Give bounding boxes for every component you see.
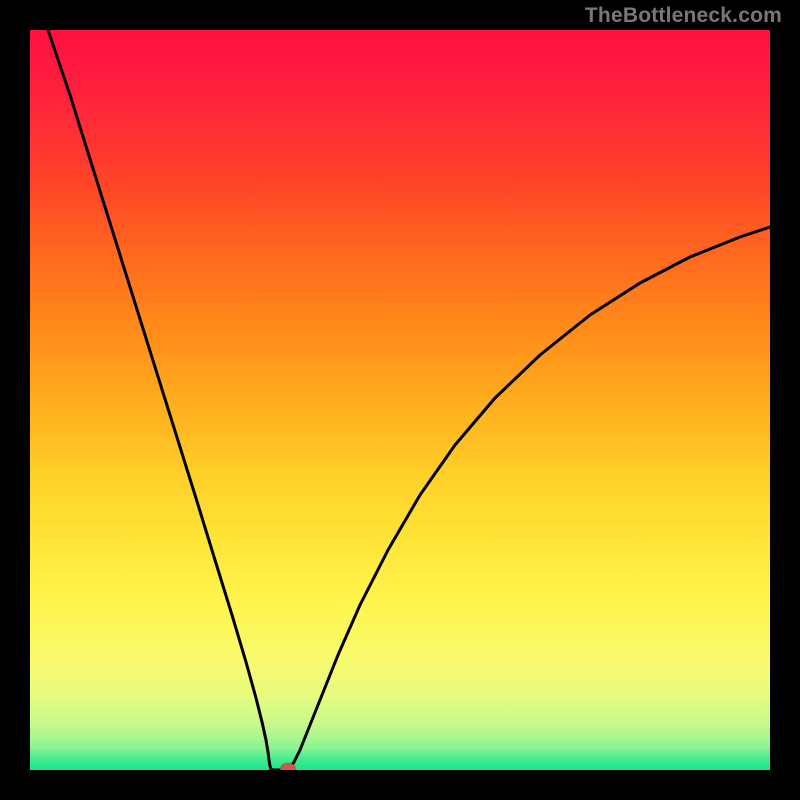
chart-frame: TheBottleneck.com	[0, 0, 800, 800]
optimal-point-marker	[281, 763, 296, 775]
plot-background	[30, 30, 770, 770]
bottleneck-chart	[0, 0, 800, 800]
watermark-text: TheBottleneck.com	[585, 4, 782, 28]
